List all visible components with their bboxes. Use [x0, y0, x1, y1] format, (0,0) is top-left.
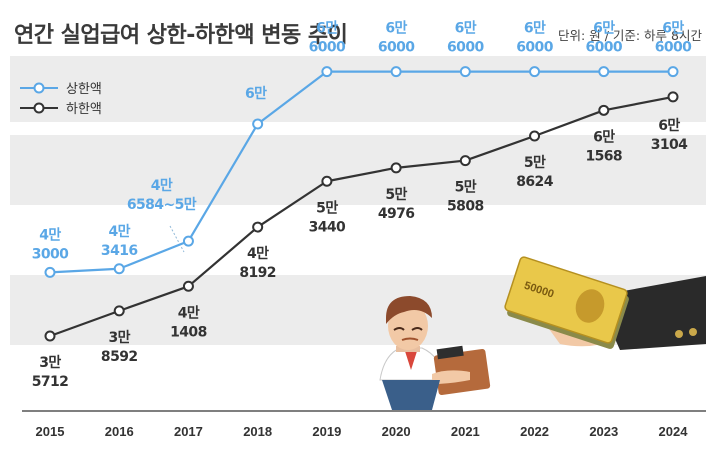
annotation-leader-line	[169, 225, 185, 253]
x-tick-label: 2018	[243, 424, 272, 439]
data-label-upper: 4만	[109, 224, 131, 240]
data-point-lower	[44, 330, 56, 342]
data-point-lower	[252, 221, 264, 233]
data-point-lower	[529, 130, 541, 142]
data-label-upper: 6만	[662, 21, 684, 37]
unit-note: 단위: 원 / 기준: 하루 8시간	[558, 28, 702, 43]
legend-marker-upper	[33, 82, 45, 94]
x-tick-label: 2017	[174, 424, 203, 439]
x-tick-label: 2016	[105, 424, 134, 439]
data-label-upper: 6000	[447, 40, 484, 56]
background-band	[10, 56, 706, 122]
data-label-upper: 6만	[316, 21, 338, 37]
data-label-lower: 4976	[378, 206, 415, 222]
data-point-lower	[321, 175, 333, 187]
data-label-upper: 6만	[385, 21, 407, 37]
series-lines	[49, 70, 674, 338]
data-label-lower: 5만	[524, 155, 546, 171]
data-label-upper: 6만	[524, 21, 546, 37]
data-point-upper	[667, 66, 679, 78]
illustration: 50000	[379, 256, 706, 410]
data-point-upper	[252, 118, 264, 130]
data-label-upper: 6000	[378, 40, 415, 56]
legend-label-lower: 하한액	[66, 102, 102, 117]
x-tick-label: 2022	[520, 424, 549, 439]
data-label-lower: 5712	[32, 374, 69, 390]
data-label-lower: 1408	[170, 324, 207, 340]
data-label-upper: 4만	[39, 227, 61, 243]
x-tick-label: 2015	[36, 424, 65, 439]
data-label-lower: 4만	[247, 246, 269, 262]
x-tick-label: 2023	[589, 424, 618, 439]
data-point-upper	[113, 263, 125, 275]
series-line-lower	[49, 95, 674, 338]
data-label-lower: 8192	[239, 265, 276, 281]
background-band	[10, 135, 706, 205]
data-point-lower	[182, 280, 194, 292]
x-tick-label: 2020	[382, 424, 411, 439]
data-label-lower: 5만	[455, 180, 477, 196]
data-label-upper: 6584~5만	[127, 197, 197, 213]
data-point-upper	[529, 66, 541, 78]
data-label-upper: 6만	[245, 86, 267, 102]
x-tick-label: 2024	[659, 424, 689, 439]
data-labels: 4만 3000 4만 3416 4만 6584~5만 6만 6만 6000 6만 6000 6만 600…	[32, 21, 693, 390]
x-tick-label: 2021	[451, 424, 480, 439]
legend-item-upper: 상한액	[20, 82, 102, 97]
chart-title: 연간 실업급여 상한-하한액 변동 추이	[14, 23, 347, 48]
data-point-lower	[459, 155, 471, 167]
legend-marker-lower	[33, 102, 45, 114]
data-label-upper: 6000	[655, 40, 692, 56]
x-tick-label: 2019	[312, 424, 341, 439]
data-point-lower	[113, 305, 125, 317]
data-label-lower: 3만	[39, 355, 61, 371]
data-point-lower	[667, 91, 679, 103]
data-label-upper: 3416	[101, 243, 138, 259]
data-label-lower: 3만	[109, 330, 131, 346]
data-label-upper: 4만	[151, 178, 173, 194]
data-label-lower: 4만	[178, 305, 200, 321]
data-point-lower	[598, 104, 610, 116]
series-markers	[44, 66, 679, 342]
data-label-lower: 1568	[585, 148, 622, 164]
legend-item-lower: 하한액	[20, 102, 102, 117]
annotation-leader	[169, 225, 185, 253]
series-line-upper	[49, 70, 673, 274]
data-label-upper: 6000	[585, 40, 622, 56]
data-label-upper: 6000	[516, 40, 553, 56]
data-point-lower	[390, 162, 402, 174]
data-label-lower: 5만	[316, 200, 338, 216]
data-point-upper	[459, 66, 471, 78]
data-label-lower: 6만	[658, 118, 680, 134]
x-tick-labels: 2015 2016 2017 2018 2019 2020 2021 2022 2023 2024	[36, 424, 689, 439]
data-label-upper: 6만	[455, 21, 477, 37]
data-point-upper	[44, 266, 56, 278]
data-label-lower: 8624	[516, 174, 553, 190]
data-point-upper	[390, 66, 402, 78]
legend-label-upper: 상한액	[66, 82, 102, 97]
data-point-upper	[321, 66, 333, 78]
money-hand-illustration: 50000	[504, 256, 706, 350]
data-label-lower: 3104	[651, 137, 688, 153]
data-point-upper	[182, 235, 194, 247]
worker-illustration	[379, 296, 491, 410]
data-label-lower: 3440	[309, 219, 346, 235]
data-label-upper: 6만	[593, 21, 615, 37]
data-label-upper: 6000	[309, 40, 346, 56]
data-point-upper	[598, 66, 610, 78]
data-label-lower: 5808	[447, 199, 484, 215]
data-label-lower: 8592	[101, 349, 138, 365]
legend: 상한액 하한액	[20, 82, 102, 117]
data-label-lower: 5만	[385, 187, 407, 203]
data-label-upper: 3000	[32, 246, 69, 262]
data-label-lower: 6만	[593, 129, 615, 145]
